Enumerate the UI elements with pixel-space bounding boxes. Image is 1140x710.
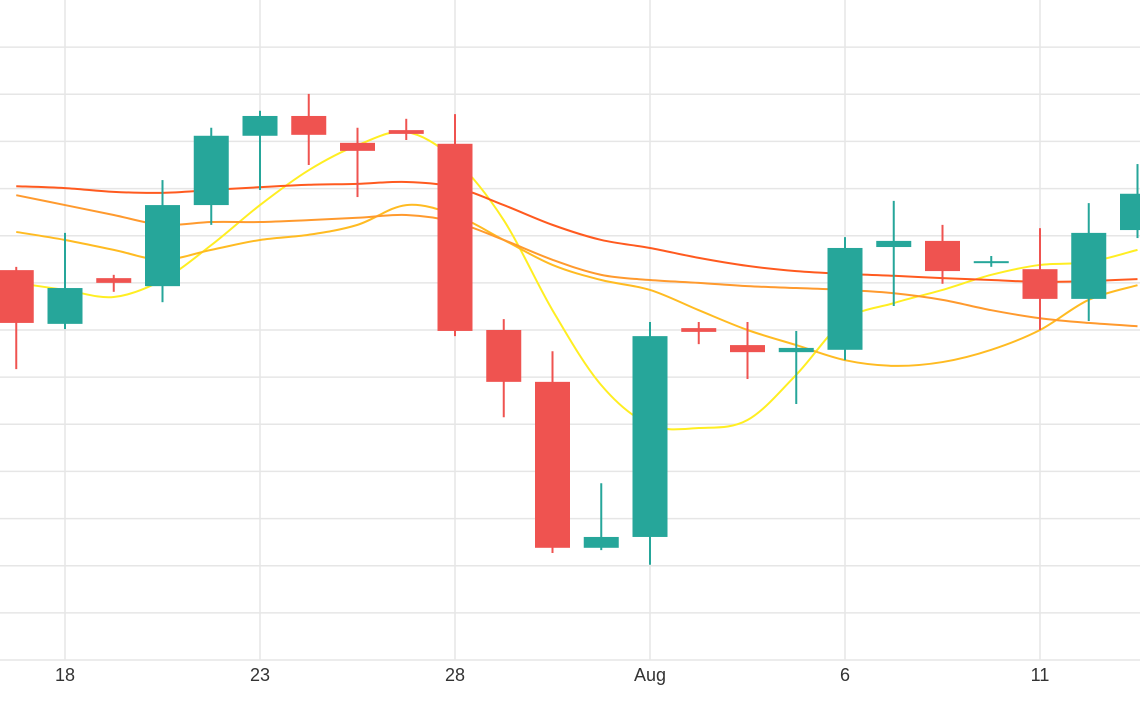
candle-body: [730, 345, 765, 353]
candle-body: [632, 336, 668, 537]
x-tick-label: 28: [445, 665, 465, 685]
candle-body: [1071, 232, 1107, 299]
candle-body: [291, 115, 327, 135]
candle-body: [340, 142, 375, 151]
candle-body: [1022, 269, 1058, 299]
candle-body: [242, 115, 278, 136]
candle-body: [827, 247, 863, 350]
candle-body: [681, 328, 717, 332]
x-tick-label: 11: [1031, 665, 1050, 685]
moving-average-line: [16, 130, 1138, 431]
candle-body: [876, 240, 912, 248]
candle-body: [925, 240, 960, 272]
candle-body: [778, 347, 814, 353]
candle-body: [1120, 193, 1140, 231]
moving-average-line: [16, 180, 1138, 283]
x-tick-label: 6: [840, 665, 850, 685]
moving-average-line: [16, 194, 1138, 328]
candle-body: [535, 381, 570, 548]
candle-body: [486, 330, 522, 382]
candle-body: [193, 135, 229, 206]
moving-average-line: [16, 203, 1138, 367]
x-tick-label: 18: [55, 665, 75, 685]
candle-body: [388, 130, 424, 134]
candle-body: [437, 143, 473, 331]
candle-body: [47, 288, 83, 324]
candle-body: [96, 278, 132, 283]
x-tick-label: Aug: [634, 665, 666, 685]
candle-body: [145, 205, 180, 287]
candle-body: [0, 270, 34, 323]
candle-body: [973, 261, 1009, 264]
x-tick-label: 23: [250, 665, 270, 685]
candle-body: [583, 536, 619, 548]
